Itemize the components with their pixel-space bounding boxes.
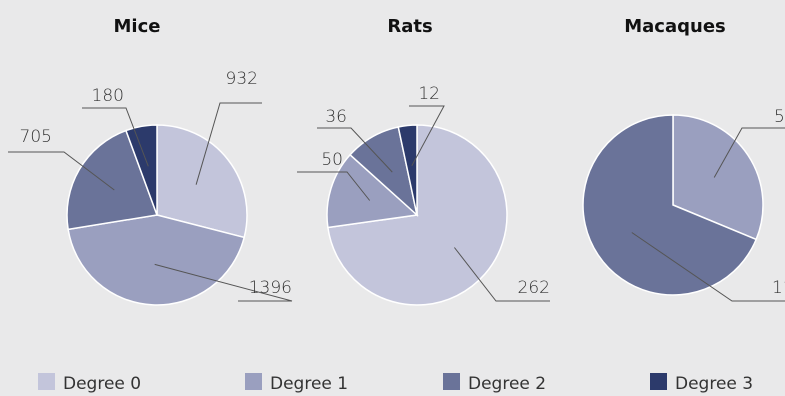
leader-line-mice-degree-1 bbox=[154, 263, 293, 302]
leader-line-mice-degree-0 bbox=[195, 102, 262, 185]
leader-line-mice-degree-2 bbox=[8, 151, 115, 191]
pie-slice-rats-degree-3 bbox=[397, 124, 418, 216]
data-label-mice-degree-2: 705 bbox=[20, 127, 52, 147]
legend-item-degree-2: Degree 2 bbox=[443, 373, 546, 394]
legend-swatch-degree-3 bbox=[650, 373, 667, 390]
pie-chart-macaques: Macaques 5 11 bbox=[582, 16, 785, 302]
leader-line-macaques-degree-1 bbox=[713, 127, 785, 178]
legend: Degree 0 Degree 1 Degree 2 Degree 3 bbox=[38, 373, 753, 394]
chart-title-mice: Mice bbox=[114, 16, 161, 37]
pie-slice-macaques-degree-2 bbox=[582, 114, 758, 296]
legend-swatch-degree-2 bbox=[443, 373, 460, 390]
pie-chart-rats: Rats 262 50 36 12 bbox=[297, 16, 550, 306]
chart-title-rats: Rats bbox=[387, 16, 432, 37]
pie-slice-mice-degree-1 bbox=[67, 214, 246, 306]
data-label-mice-degree-1: 1396 bbox=[249, 278, 292, 298]
legend-swatch-degree-1 bbox=[245, 373, 262, 390]
pie-slice-macaques-degree-1 bbox=[672, 114, 764, 241]
legend-label-degree-1: Degree 1 bbox=[270, 374, 348, 394]
pie-slice-mice-degree-3 bbox=[125, 124, 158, 216]
data-label-macaques-degree-1: 5 bbox=[774, 107, 785, 127]
legend-swatch-degree-0 bbox=[38, 373, 55, 390]
data-label-rats-degree-1: 50 bbox=[321, 150, 343, 170]
leader-line-mice-degree-3 bbox=[82, 107, 149, 167]
legend-item-degree-0: Degree 0 bbox=[38, 373, 141, 394]
legend-label-degree-2: Degree 2 bbox=[468, 374, 546, 394]
legend-item-degree-3: Degree 3 bbox=[650, 373, 753, 394]
leader-line-rats-degree-0 bbox=[454, 247, 550, 302]
pie-slice-rats-degree-1 bbox=[326, 153, 419, 229]
leader-line-rats-degree-2 bbox=[317, 127, 393, 173]
pie-slice-mice-degree-0 bbox=[156, 124, 248, 239]
legend-label-degree-3: Degree 3 bbox=[675, 374, 753, 394]
data-label-rats-degree-0: 262 bbox=[518, 278, 550, 298]
chart-title-macaques: Macaques bbox=[624, 16, 726, 37]
data-label-mice-degree-0: 932 bbox=[226, 69, 258, 89]
data-label-macaques-degree-2: 11 bbox=[772, 278, 785, 298]
leader-line-rats-degree-1 bbox=[297, 171, 371, 201]
data-label-rats-degree-3: 12 bbox=[418, 84, 440, 104]
legend-label-degree-0: Degree 0 bbox=[63, 374, 141, 394]
pie-chart-mice: Mice 932 1396 705 180 bbox=[8, 16, 293, 306]
data-label-mice-degree-3: 180 bbox=[92, 86, 124, 106]
leader-line-macaques-degree-2 bbox=[631, 232, 785, 302]
leader-line-rats-degree-3 bbox=[409, 105, 445, 167]
legend-item-degree-1: Degree 1 bbox=[245, 373, 348, 394]
data-label-rats-degree-2: 36 bbox=[325, 107, 347, 127]
